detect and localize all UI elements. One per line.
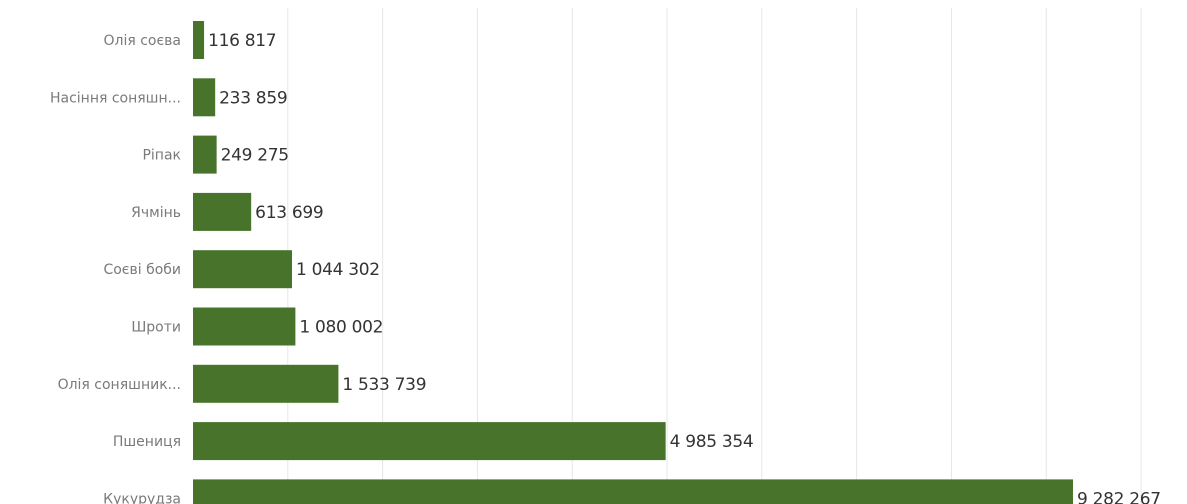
bar[interactable] — [193, 364, 339, 403]
bar[interactable] — [193, 135, 217, 174]
category-label: Олія соняшник... — [58, 377, 181, 393]
bar[interactable] — [193, 479, 1073, 504]
grid-lines — [287, 8, 1142, 504]
value-label: 116 817 — [208, 31, 276, 51]
category-label: Пшениця — [113, 434, 181, 450]
bar[interactable] — [193, 250, 293, 289]
category-labels: Олія соєва Насіння соняшн... Ріпак Ячмінь Со… — [50, 33, 181, 504]
value-label: 249 275 — [221, 146, 289, 166]
category-label: Ріпак — [142, 148, 181, 164]
bar[interactable] — [193, 307, 296, 346]
value-label: 1 533 739 — [342, 375, 426, 395]
value-label: 4 985 354 — [670, 432, 754, 452]
category-label: Соєві боби — [103, 262, 181, 278]
bar[interactable] — [193, 192, 252, 231]
value-labels: 116 817 233 859 249 275 613 699 1 044 302 1 0… — [208, 31, 1161, 504]
category-label: Кукурудза — [103, 491, 181, 504]
category-label: Шроти — [131, 320, 181, 336]
value-label: 1 044 302 — [296, 260, 380, 280]
value-label: 233 859 — [219, 88, 287, 108]
category-label: Насіння соняшн... — [50, 90, 181, 106]
bar[interactable] — [193, 21, 205, 59]
category-label: Олія соєва — [103, 33, 181, 49]
value-label: 613 699 — [255, 203, 323, 223]
bar[interactable] — [193, 422, 666, 461]
bars — [193, 21, 1073, 504]
category-label: Ячмінь — [131, 205, 181, 221]
bar[interactable] — [193, 78, 216, 117]
value-label: 9 282 267 — [1077, 489, 1161, 504]
value-label: 1 080 002 — [299, 318, 383, 338]
